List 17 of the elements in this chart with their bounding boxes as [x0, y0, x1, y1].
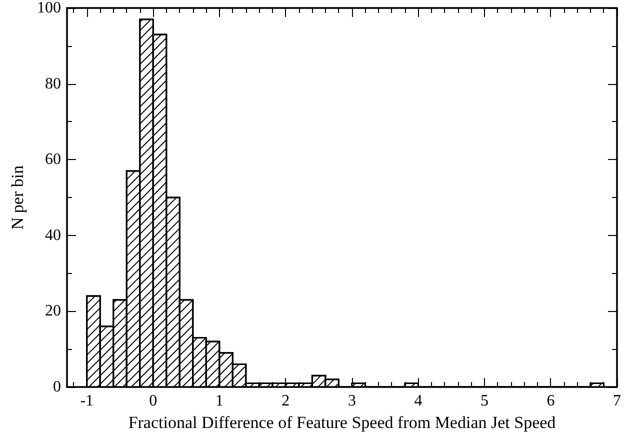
x-tick-label: -1	[80, 392, 94, 410]
y-tick-label: 60	[45, 151, 61, 168]
y-tick-label: 100	[37, 0, 61, 16]
x-tick-label: 4	[414, 392, 422, 410]
x-tick-label: 7	[613, 392, 621, 410]
x-tick-label: 0	[149, 392, 158, 410]
y-tick-label: 80	[45, 75, 61, 92]
x-axis-title: Fractional Difference of Feature Speed from Median Jet Speed	[128, 412, 556, 432]
y-tick-label: 40	[45, 226, 61, 244]
x-tick-label: 5	[480, 392, 488, 410]
y-axis-title: N per bin	[8, 164, 28, 230]
x-tick-label: 1	[215, 392, 224, 410]
x-tick-label: 6	[546, 392, 555, 410]
x-tick-label: 3	[348, 392, 356, 410]
x-tick-label: 2	[282, 392, 290, 410]
y-tick-label: 20	[45, 302, 61, 320]
y-tick-label: 0	[53, 378, 61, 396]
